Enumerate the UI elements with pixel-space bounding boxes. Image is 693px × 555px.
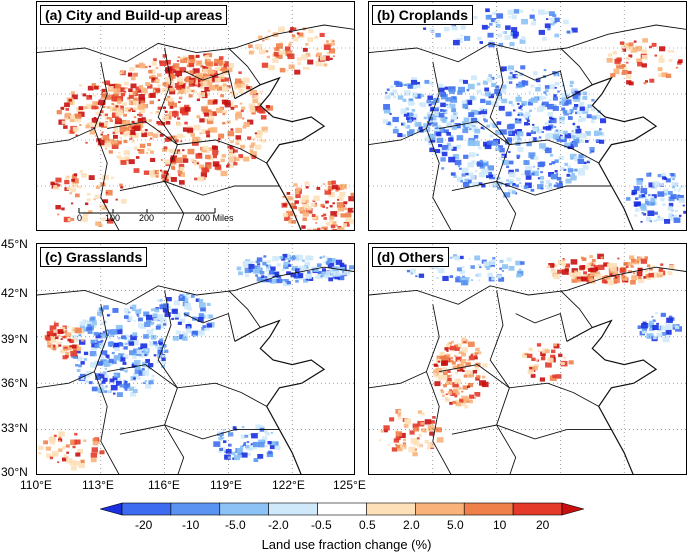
colorbar-label-m2: -2.0 bbox=[268, 518, 289, 532]
colorbar-label-p5: 5.0 bbox=[447, 518, 464, 532]
boundaries bbox=[369, 266, 686, 474]
lat-label-30: 30°N bbox=[1, 465, 28, 479]
colorbar-arrow-right bbox=[561, 502, 584, 516]
land-use-pixels bbox=[38, 253, 354, 471]
lon-label-122: 122°E bbox=[272, 478, 305, 492]
lon-label-110: 110°E bbox=[20, 478, 52, 492]
colorbar-label-m5: -5.0 bbox=[225, 518, 246, 532]
map-panel-a: (a) City and Build-up areas N 0 100 200 … bbox=[36, 1, 355, 231]
panel-title-c: (c) Grasslands bbox=[40, 247, 148, 267]
graticule bbox=[37, 244, 354, 474]
coastline bbox=[234, 319, 326, 474]
map-canvas-a bbox=[37, 2, 354, 230]
scale-bar: 0 100 200 400 Miles bbox=[77, 207, 257, 229]
colorbar-label-m10: -10 bbox=[182, 518, 200, 532]
scale-bar-line bbox=[78, 208, 216, 214]
lat-label-39: 39°N bbox=[1, 332, 28, 346]
panel-title-a: (a) City and Build-up areas bbox=[40, 5, 228, 25]
lat-label-36: 36°N bbox=[1, 376, 28, 390]
land-use-pixels bbox=[379, 253, 682, 457]
boundaries bbox=[37, 266, 354, 474]
lon-label-116: 116°E bbox=[148, 478, 180, 492]
panel-title-b: (b) Croplands bbox=[372, 5, 473, 25]
map-panel-c: (c) Grasslands bbox=[36, 243, 355, 475]
lon-label-113: 113°E bbox=[82, 478, 114, 492]
colorbar-swatch bbox=[463, 502, 514, 516]
lon-label-119: 119°E bbox=[210, 478, 242, 492]
land-use-pixels bbox=[382, 8, 686, 224]
lat-label-45: 45°N bbox=[1, 237, 28, 251]
coastline bbox=[234, 76, 326, 230]
scale-label-200: 200 bbox=[139, 213, 155, 223]
boundaries bbox=[37, 24, 354, 230]
colorbar-swatch bbox=[268, 502, 318, 516]
colorbar bbox=[100, 502, 584, 516]
colorbar-arrow-left bbox=[100, 502, 123, 516]
land-use-pixels bbox=[50, 26, 354, 230]
map-panel-b: (b) Croplands bbox=[368, 1, 687, 231]
colorbar-swatch bbox=[121, 502, 172, 516]
coastline bbox=[566, 76, 658, 230]
map-canvas-d bbox=[369, 244, 686, 474]
lat-label-42: 42°N bbox=[1, 286, 28, 300]
scale-label-0: 0 bbox=[77, 213, 83, 223]
coastline bbox=[566, 319, 658, 474]
graticule bbox=[369, 244, 686, 474]
colorbar-swatch bbox=[170, 502, 221, 516]
colorbar-label-p10: 10 bbox=[493, 518, 507, 532]
scale-label-100: 100 bbox=[105, 213, 121, 223]
colorbar-label-p20: 20 bbox=[536, 518, 550, 532]
map-panel-d: (d) Others bbox=[368, 243, 687, 475]
colorbar-swatch bbox=[366, 502, 416, 516]
colorbar-swatch bbox=[219, 502, 269, 516]
colorbar-label-p05: 0.5 bbox=[359, 518, 376, 532]
colorbar-label-m05: -0.5 bbox=[311, 518, 332, 532]
colorbar-label-m20: -20 bbox=[135, 518, 153, 532]
map-canvas-b bbox=[369, 2, 686, 230]
colorbar-swatch bbox=[512, 502, 563, 516]
boundaries bbox=[369, 24, 686, 230]
lon-label-125: 125°E bbox=[333, 478, 366, 492]
panel-title-d: (d) Others bbox=[372, 247, 449, 267]
colorbar-label-p2: 2.0 bbox=[403, 518, 420, 532]
lat-label-33: 33°N bbox=[1, 421, 28, 435]
map-canvas-c bbox=[37, 244, 354, 474]
colorbar-swatch bbox=[317, 502, 367, 516]
colorbar-swatch bbox=[415, 502, 465, 516]
scale-label-400: 400 Miles bbox=[195, 213, 234, 223]
colorbar-title: Land use fraction change (%) bbox=[261, 537, 432, 552]
